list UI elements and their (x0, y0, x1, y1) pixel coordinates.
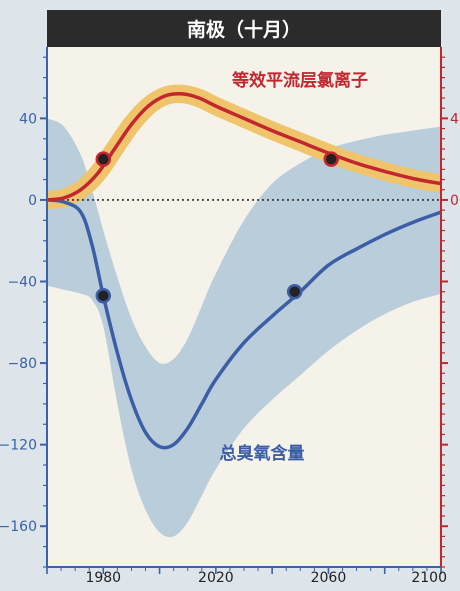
ozone-marker-1 (95, 288, 112, 304)
chlorine-series-line (47, 92, 441, 202)
chlorine-series-label: 等效平流层氯离子 (232, 70, 368, 91)
left-tick-label: −40 (7, 275, 37, 291)
chart-title: 南极（十月） (187, 18, 301, 41)
chlorine-marker-2 (323, 151, 339, 167)
ozone-series-label: 总臭氧含量 (220, 443, 305, 464)
title-bar (47, 10, 441, 47)
ozone-series-line (47, 198, 441, 450)
left-tick-label: 40 (19, 111, 37, 127)
x-tick-label: 1980 (85, 570, 121, 586)
chlorine-marker-1 (95, 151, 112, 167)
x-tick-label: 2100 (411, 570, 447, 586)
left-tick-label: −80 (7, 356, 37, 372)
ozone-marker-2 (286, 283, 303, 300)
left-tick-label: −160 (0, 519, 37, 535)
right-tick-label: 4 (450, 111, 459, 127)
left-tick-label: −120 (0, 438, 37, 454)
left-tick-label: 0 (28, 193, 37, 209)
x-tick-label: 2060 (311, 570, 347, 586)
right-tick-label: 0 (450, 193, 459, 209)
x-tick-label: 2020 (198, 570, 234, 586)
